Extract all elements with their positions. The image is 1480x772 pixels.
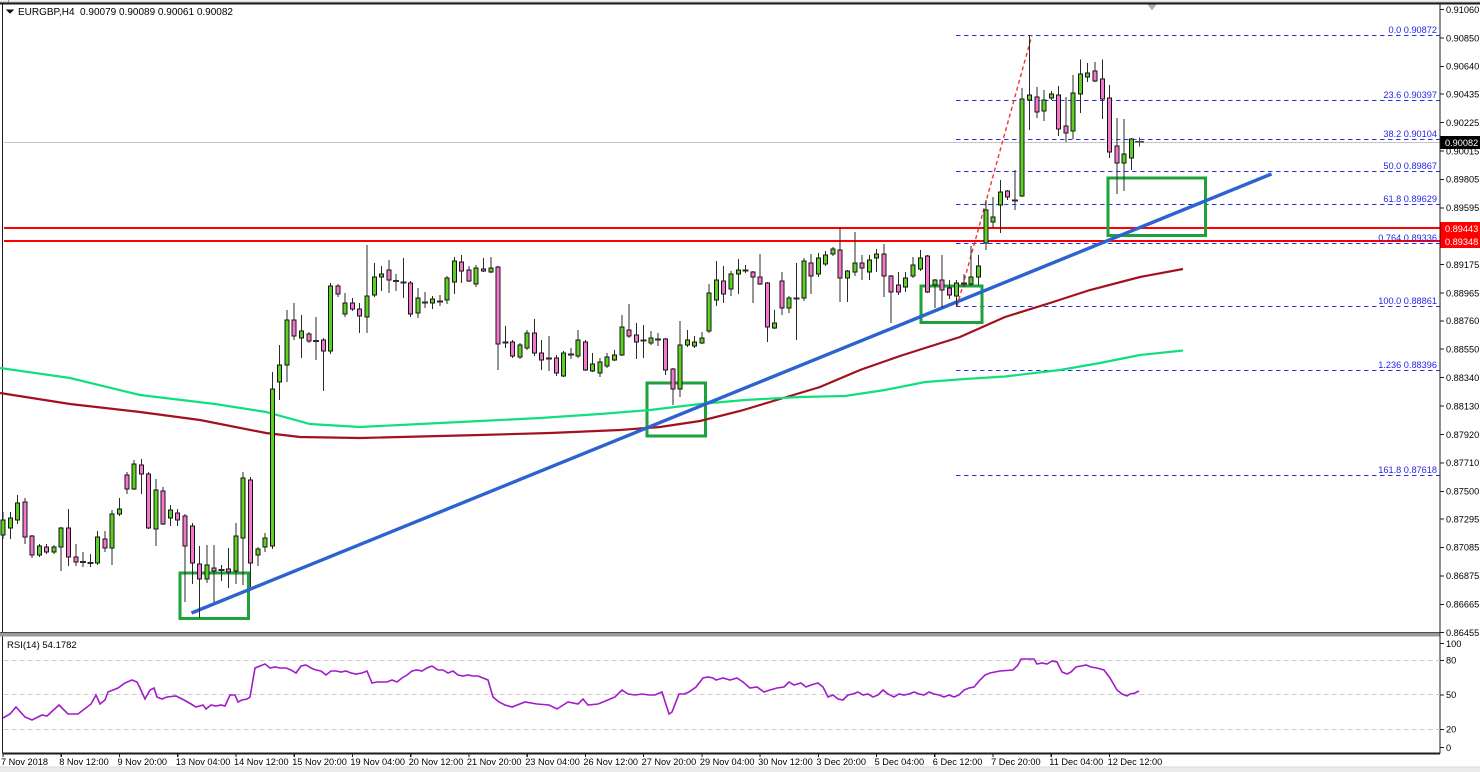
svg-text:6 Dec 12:00: 6 Dec 12:00 xyxy=(933,757,983,767)
svg-text:0.88130: 0.88130 xyxy=(1446,401,1479,411)
svg-text:38.2 0.90104: 38.2 0.90104 xyxy=(1383,129,1437,139)
svg-text:EURGBP,H4 0.90079 0.90089 0.9: EURGBP,H4 0.90079 0.90089 0.90061 0.9008… xyxy=(18,7,233,18)
svg-text:0.90082: 0.90082 xyxy=(1445,138,1478,148)
svg-text:0.87295: 0.87295 xyxy=(1446,514,1479,524)
svg-text:26 Nov 12:00: 26 Nov 12:00 xyxy=(583,757,638,767)
svg-text:0.86875: 0.86875 xyxy=(1446,571,1479,581)
svg-text:0.88965: 0.88965 xyxy=(1446,288,1479,298)
svg-text:5 Dec 04:00: 5 Dec 04:00 xyxy=(875,757,925,767)
svg-text:20 Nov 12:00: 20 Nov 12:00 xyxy=(409,757,464,767)
svg-text:9 Nov 20:00: 9 Nov 20:00 xyxy=(118,757,168,767)
svg-text:23.6 0.90397: 23.6 0.90397 xyxy=(1383,90,1437,100)
svg-text:0.89805: 0.89805 xyxy=(1446,175,1479,185)
svg-text:161.8 0.87618: 161.8 0.87618 xyxy=(1378,465,1437,475)
svg-text:13 Nov 04:00: 13 Nov 04:00 xyxy=(176,757,231,767)
svg-text:23 Nov 04:00: 23 Nov 04:00 xyxy=(525,757,580,767)
svg-text:0.90015: 0.90015 xyxy=(1446,146,1479,156)
svg-text:14 Nov 12:00: 14 Nov 12:00 xyxy=(234,757,289,767)
svg-text:0.86455: 0.86455 xyxy=(1446,628,1479,638)
svg-text:0.90225: 0.90225 xyxy=(1446,118,1479,128)
svg-text:0.89175: 0.89175 xyxy=(1446,260,1479,270)
svg-text:0.764 0.89336: 0.764 0.89336 xyxy=(1378,233,1437,243)
svg-text:20: 20 xyxy=(1446,725,1456,735)
svg-text:50.0 0.89867: 50.0 0.89867 xyxy=(1383,161,1437,171)
svg-text:21 Nov 20:00: 21 Nov 20:00 xyxy=(467,757,522,767)
svg-text:0.89443: 0.89443 xyxy=(1445,224,1478,234)
svg-text:7 Dec 20:00: 7 Dec 20:00 xyxy=(991,757,1041,767)
svg-text:11 Dec 04:00: 11 Dec 04:00 xyxy=(1049,757,1103,767)
svg-text:1.236 0.88396: 1.236 0.88396 xyxy=(1378,360,1437,370)
svg-text:80: 80 xyxy=(1446,656,1456,666)
svg-text:61.8 0.89629: 61.8 0.89629 xyxy=(1383,194,1437,204)
svg-text:29 Nov 04:00: 29 Nov 04:00 xyxy=(700,757,755,767)
svg-text:15 Nov 20:00: 15 Nov 20:00 xyxy=(292,757,347,767)
svg-text:0.91060: 0.91060 xyxy=(1446,5,1479,15)
svg-text:8 Nov 12:00: 8 Nov 12:00 xyxy=(59,757,109,767)
svg-text:0.86665: 0.86665 xyxy=(1446,600,1479,610)
svg-text:0.89348: 0.89348 xyxy=(1445,237,1478,247)
svg-text:0.88760: 0.88760 xyxy=(1446,316,1479,326)
svg-text:0.88550: 0.88550 xyxy=(1446,345,1479,355)
svg-text:7 Nov 2018: 7 Nov 2018 xyxy=(1,757,48,767)
svg-text:0.89595: 0.89595 xyxy=(1446,203,1479,213)
svg-text:0.87085: 0.87085 xyxy=(1446,543,1479,553)
svg-text:50: 50 xyxy=(1446,690,1456,700)
svg-text:30 Nov 12:00: 30 Nov 12:00 xyxy=(758,757,813,767)
svg-text:100: 100 xyxy=(1446,639,1461,649)
svg-text:RSI(14) 54.1782: RSI(14) 54.1782 xyxy=(7,640,77,651)
svg-text:0.87710: 0.87710 xyxy=(1446,458,1479,468)
svg-text:0: 0 xyxy=(1446,743,1451,753)
svg-text:3 Dec 20:00: 3 Dec 20:00 xyxy=(816,757,866,767)
svg-text:0.87920: 0.87920 xyxy=(1446,430,1479,440)
svg-text:0.0 0.90872: 0.0 0.90872 xyxy=(1388,25,1437,35)
svg-text:0.90850: 0.90850 xyxy=(1446,33,1479,43)
svg-text:0.90640: 0.90640 xyxy=(1446,62,1479,72)
svg-text:12 Dec 12:00: 12 Dec 12:00 xyxy=(1108,757,1163,767)
svg-text:27 Nov 20:00: 27 Nov 20:00 xyxy=(642,757,697,767)
svg-text:0.88340: 0.88340 xyxy=(1446,373,1479,383)
svg-text:19 Nov 04:00: 19 Nov 04:00 xyxy=(350,757,405,767)
svg-text:0.87500: 0.87500 xyxy=(1446,487,1479,497)
svg-text:100.0 0.88861: 100.0 0.88861 xyxy=(1378,296,1437,306)
svg-text:0.90435: 0.90435 xyxy=(1446,89,1479,99)
